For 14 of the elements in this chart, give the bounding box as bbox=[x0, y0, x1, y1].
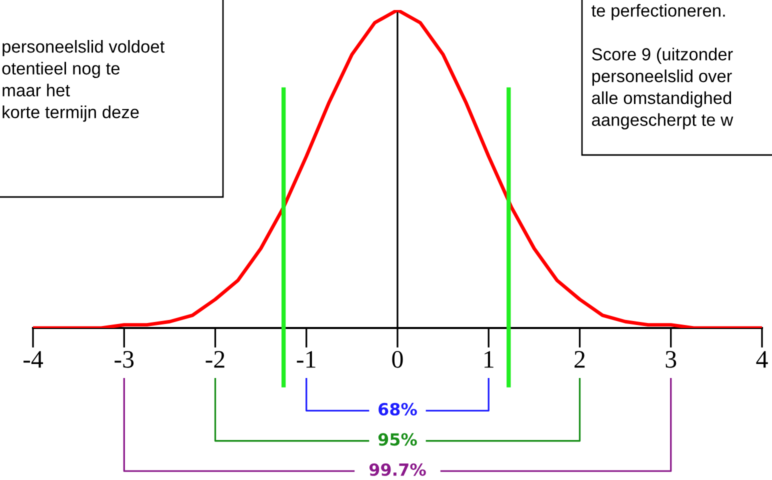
x-tick-label: 3 bbox=[666, 351, 676, 368]
x-tick-label: -4 bbox=[24, 351, 44, 368]
x-tick-label: 4 bbox=[756, 351, 768, 368]
x-tick-label: -1 bbox=[296, 351, 316, 368]
x-tick-label: -2 bbox=[206, 351, 224, 368]
x-tick-label: 1 bbox=[484, 351, 494, 368]
text: te perfectioneren. Score 9 (uitzonder personeelslid over alle omstandighed aangescherpt te w bbox=[592, 4, 734, 130]
x-tick-label: -3 bbox=[114, 351, 134, 368]
x-tick-label: 2 bbox=[574, 351, 585, 368]
x-tick-label: 0 bbox=[392, 350, 403, 368]
text: 68% bbox=[378, 402, 417, 416]
text: 99.7% bbox=[369, 463, 426, 476]
text: 95% bbox=[378, 433, 417, 446]
annotation: personeelslid voldoet otentieel nog te maar het korte termijn deze bbox=[2, 40, 165, 122]
